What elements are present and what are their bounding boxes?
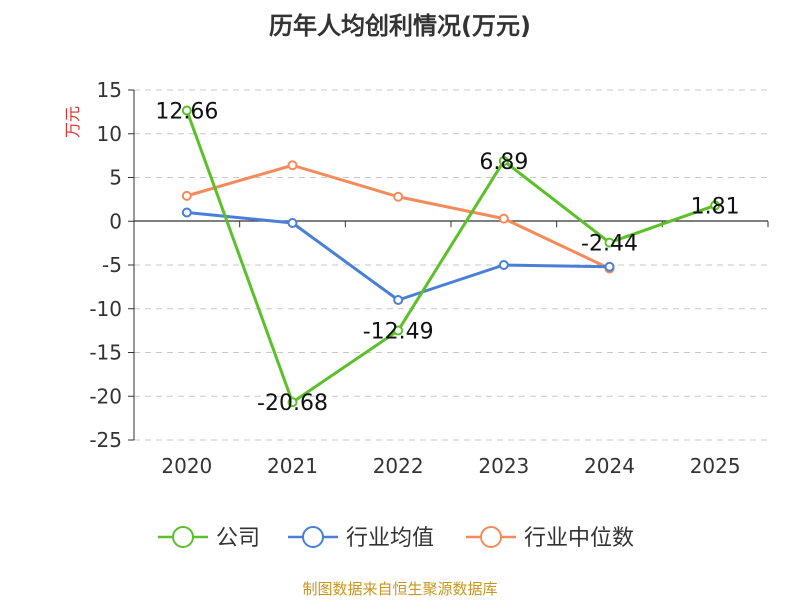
y-tick-label: -20 bbox=[89, 384, 122, 408]
data-label: 1.81 bbox=[691, 194, 740, 219]
legend-label: 行业中位数 bbox=[524, 526, 634, 551]
data-point[interactable] bbox=[287, 160, 298, 171]
data-point[interactable] bbox=[181, 105, 192, 116]
data-point[interactable] bbox=[393, 325, 404, 336]
grid-lines bbox=[134, 89, 768, 441]
y-axis-label: 万元 bbox=[63, 106, 82, 138]
data-point[interactable] bbox=[181, 207, 192, 218]
data-point[interactable] bbox=[604, 237, 615, 248]
y-tick-label: 10 bbox=[97, 122, 122, 146]
data-point[interactable] bbox=[710, 200, 721, 211]
data-point[interactable] bbox=[498, 260, 509, 270]
x-ticks: 2020 2021 2022 2023 2024 2025 bbox=[133, 221, 769, 478]
y-tick-label: -10 bbox=[89, 297, 122, 321]
axes bbox=[133, 90, 768, 440]
x-tick-label: 2022 bbox=[373, 454, 424, 478]
legend-marker-icon bbox=[302, 526, 324, 548]
data-point[interactable] bbox=[393, 295, 404, 305]
series-line-行业中位数 bbox=[186, 163, 611, 270]
x-tick-label: 2025 bbox=[690, 454, 741, 478]
data-label: -12.49 bbox=[363, 320, 434, 345]
y-tick-label: -15 bbox=[89, 341, 122, 365]
data-label: 12.66 bbox=[155, 99, 218, 124]
data-label: 6.89 bbox=[479, 150, 528, 175]
y-tick-label: -5 bbox=[102, 253, 122, 277]
data-point[interactable] bbox=[604, 261, 615, 272]
source-note: 制图数据来自恒生聚源数据库 bbox=[302, 580, 498, 598]
legend-label: 行业均值 bbox=[346, 526, 434, 551]
data-point[interactable] bbox=[181, 190, 192, 201]
data-labels: 12.66 -20.68 -12.49 6.89 -2.44 1.81 bbox=[155, 99, 739, 416]
data-point[interactable] bbox=[287, 218, 298, 228]
y-tick-label: 0 bbox=[109, 209, 122, 233]
data-point[interactable] bbox=[498, 213, 509, 224]
series-group bbox=[181, 105, 721, 408]
data-label: -2.44 bbox=[581, 232, 638, 257]
series-line-公司 bbox=[185, 109, 716, 404]
legend-label: 公司 bbox=[216, 526, 260, 551]
y-tick-label: 15 bbox=[97, 78, 122, 102]
legend-item[interactable]: 行业中位数 bbox=[466, 526, 634, 551]
y-tick-label: 5 bbox=[109, 166, 122, 190]
x-tick-label: 2023 bbox=[478, 454, 529, 478]
legend-item[interactable]: 行业均值 bbox=[288, 526, 434, 551]
legend[interactable]: 公司 行业均值 行业中位数 bbox=[158, 526, 634, 551]
x-tick-label: 2024 bbox=[584, 454, 635, 478]
y-ticks: 15 10 5 0 -5 -10 -15 -20 -25 bbox=[89, 78, 134, 452]
legend-marker-icon bbox=[480, 526, 502, 548]
chart-title: 历年人均创利情况(万元) bbox=[269, 12, 531, 40]
data-point[interactable] bbox=[393, 191, 404, 202]
legend-marker-icon bbox=[172, 526, 194, 548]
data-point[interactable] bbox=[287, 397, 298, 408]
x-tick-label: 2021 bbox=[267, 454, 318, 478]
data-label: -20.68 bbox=[257, 391, 328, 416]
data-point[interactable] bbox=[498, 155, 509, 166]
x-tick-label: 2020 bbox=[161, 454, 212, 478]
legend-item[interactable]: 公司 bbox=[158, 526, 260, 551]
y-tick-label: -25 bbox=[89, 428, 122, 452]
